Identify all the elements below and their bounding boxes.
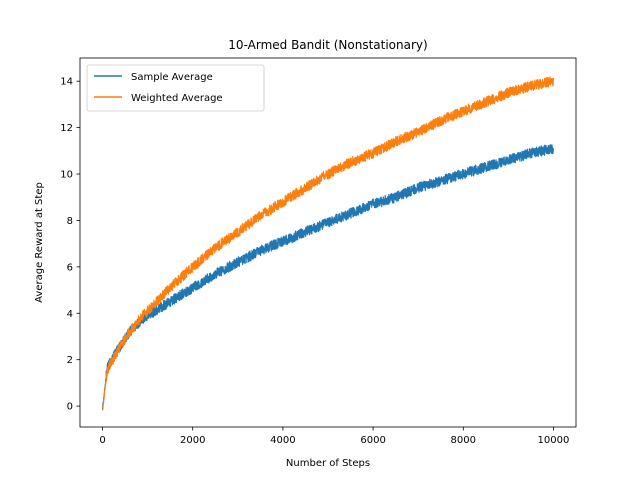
y-tick-label: 6 bbox=[67, 262, 73, 273]
series-layer bbox=[101, 76, 555, 411]
y-axis-ticks: 0 2 4 6 8 10 12 14 bbox=[60, 77, 80, 413]
series-line-weighted-average bbox=[101, 76, 555, 411]
legend-label-sample-average: Sample Average bbox=[131, 72, 213, 83]
legend-frame bbox=[86, 64, 265, 112]
y-tick-label: 0 bbox=[67, 402, 73, 413]
y-tick-label: 4 bbox=[67, 309, 73, 320]
x-axis-ticks: 0 2000 4000 6000 8000 10000 bbox=[99, 427, 569, 446]
legend: Sample Average Weighted Average bbox=[86, 64, 265, 112]
x-axis-label: Number of Steps bbox=[286, 458, 370, 469]
x-tick-label: 6000 bbox=[360, 435, 385, 446]
x-tick-label: 0 bbox=[99, 435, 105, 446]
y-axis-label: Average Reward at Step bbox=[34, 182, 45, 303]
x-tick-label: 8000 bbox=[451, 435, 476, 446]
x-tick-label: 4000 bbox=[270, 435, 295, 446]
legend-label-weighted-average: Weighted Average bbox=[131, 93, 223, 104]
chart-title: 10-Armed Bandit (Nonstationary) bbox=[228, 38, 427, 52]
x-tick-label: 10000 bbox=[538, 435, 570, 446]
y-tick-label: 8 bbox=[67, 216, 73, 227]
y-tick-label: 10 bbox=[60, 170, 73, 181]
plot-area-frame bbox=[79, 57, 577, 428]
x-tick-label: 2000 bbox=[180, 435, 205, 446]
y-tick-label: 14 bbox=[60, 77, 73, 88]
y-tick-label: 12 bbox=[60, 123, 73, 134]
y-tick-label: 2 bbox=[67, 355, 73, 366]
series-line-sample-average bbox=[101, 144, 555, 410]
